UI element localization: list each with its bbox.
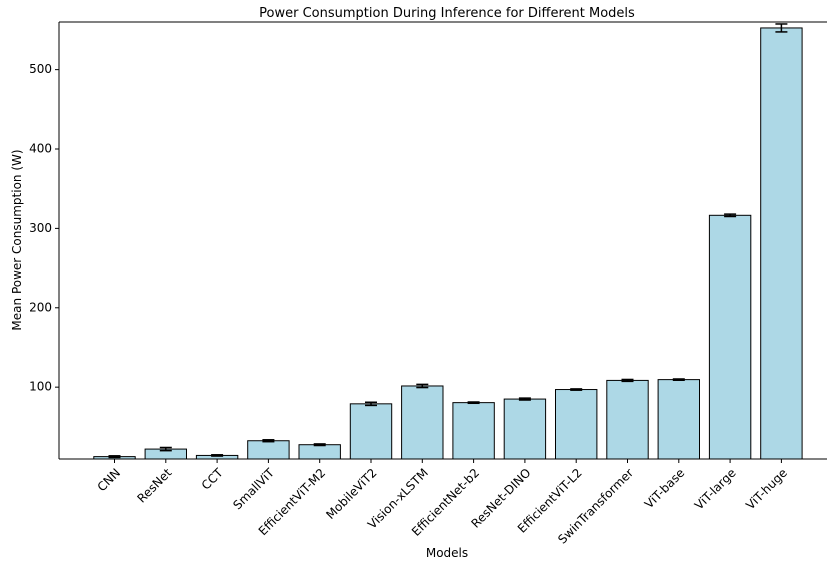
x-tick-label: ViT-base (642, 466, 688, 512)
y-tick-label: 400 (29, 142, 52, 156)
bar-vision-xlstm (401, 385, 444, 460)
x-tick-label: CCT (199, 465, 226, 492)
error-bar (467, 401, 480, 405)
bar-efficientvit-l2 (555, 389, 598, 460)
y-tick-label: 500 (29, 62, 52, 76)
bar-vit-base (657, 379, 700, 460)
bar-efficientnet-b2 (452, 402, 495, 460)
bar-vit-huge (760, 27, 803, 460)
error-bar (211, 454, 224, 457)
x-tick-label: SmallViT (230, 465, 277, 512)
error-bar (570, 388, 583, 391)
x-tick-label: MobileViT2 (323, 466, 379, 522)
bar-swintransformer (606, 379, 649, 460)
bar-resnet-dino (503, 398, 547, 460)
y-axis-ticks: 100 200 300 400 500 (29, 62, 59, 394)
y-axis-label: Mean Power Consumption (W) (10, 149, 24, 330)
x-axis-label: Models (426, 546, 468, 560)
error-bar (621, 378, 634, 383)
bar-efficientvit-m2 (298, 444, 341, 460)
error-bars-group (108, 23, 788, 459)
error-bar (775, 23, 788, 33)
x-axis-ticks: CNN ResNet CCT SmallViTEfficientViT-M2Mobil… (95, 459, 790, 547)
y-tick-label: 200 (29, 300, 52, 314)
error-bar (416, 383, 429, 389)
bar-mobilevit2 (349, 403, 393, 460)
error-bar (108, 455, 121, 459)
error-bar (672, 378, 685, 381)
x-tick-label: ViT-huge (743, 466, 790, 513)
error-bar (313, 443, 326, 447)
bar-vit-large (708, 214, 752, 460)
axes-frame (58, 21, 827, 460)
x-tick-label: CNN (95, 466, 124, 495)
error-bar (365, 401, 377, 407)
x-tick-label: ViT-large (692, 466, 739, 513)
chart-title: Power Consumption During Inference for D… (259, 6, 635, 21)
y-tick-label: 100 (29, 380, 52, 394)
bar-smallvit (247, 440, 290, 460)
error-bar (724, 213, 737, 218)
bars-group (93, 27, 803, 460)
error-bar (518, 397, 531, 401)
error-bar (159, 446, 172, 452)
y-tick-label: 300 (29, 221, 52, 235)
x-tick-label: ResNet (134, 465, 174, 505)
error-bar (262, 439, 275, 443)
